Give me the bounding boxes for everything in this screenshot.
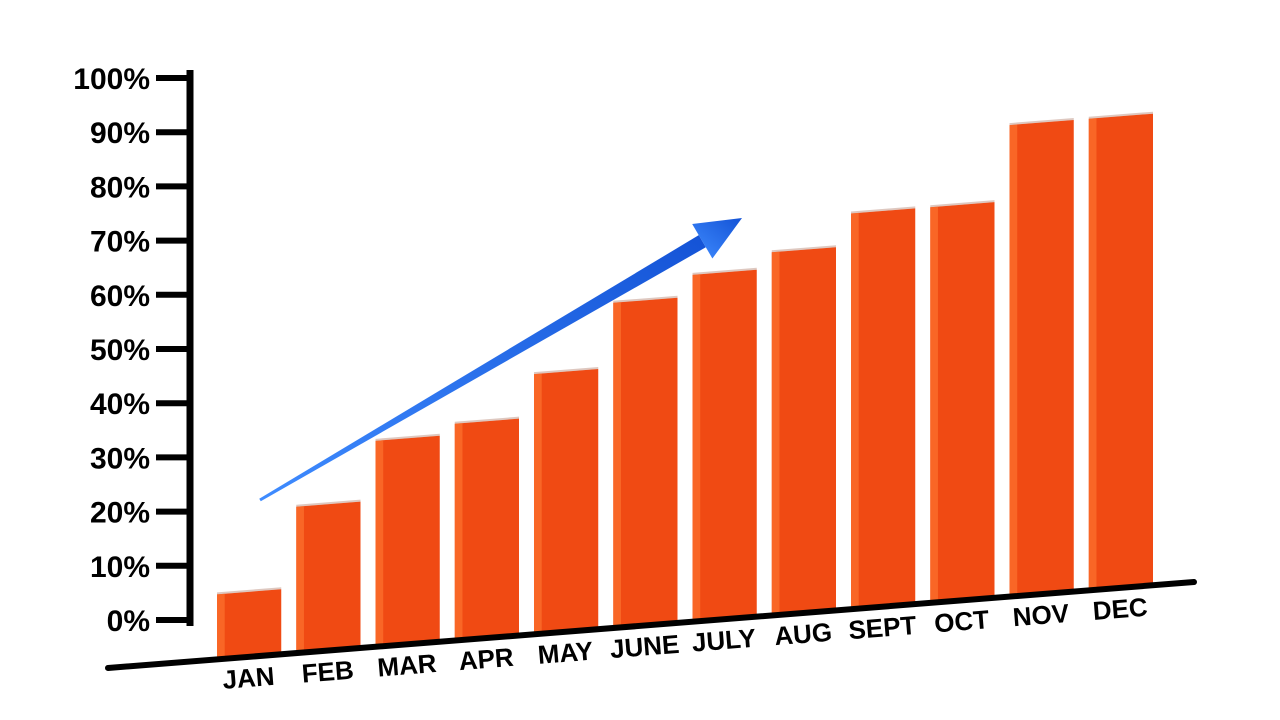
bar — [296, 502, 360, 653]
x-tick-label: FEB — [301, 655, 355, 689]
monthly-bar-chart: JANFEBMARAPRMAYJUNEJULYAUGSEPTOCTNOVDEC … — [0, 0, 1280, 720]
x-tick-label: MAR — [376, 648, 438, 683]
y-axis — [156, 70, 190, 626]
bar — [376, 436, 440, 647]
bar — [455, 419, 519, 641]
bar — [693, 270, 757, 622]
x-tick-label: OCT — [933, 604, 990, 638]
x-tick-label: DEC — [1092, 592, 1149, 626]
bar-highlight — [613, 302, 621, 628]
y-tick-label: 60% — [90, 280, 150, 313]
bar-highlight — [534, 373, 542, 634]
y-tick-label: 100% — [73, 63, 150, 96]
y-labels: 0% 10% 20% 30% 40% 50% 60% 70% 80% 90% 100% — [73, 63, 150, 638]
bar — [613, 298, 677, 628]
x-tick-label: AUG — [773, 617, 833, 651]
bar — [851, 208, 915, 609]
bar — [217, 589, 281, 659]
bar-highlight — [851, 213, 859, 609]
bar-highlight — [217, 594, 225, 660]
x-tick-label: SEPT — [847, 610, 917, 645]
x-tick-label: JULY — [691, 623, 757, 658]
y-tick-label: 0% — [107, 605, 150, 638]
x-tick-label: JAN — [221, 661, 275, 695]
y-tick-label: 90% — [90, 117, 150, 150]
bar — [930, 202, 994, 603]
bar-highlight — [455, 423, 463, 640]
y-tick-label: 80% — [90, 171, 150, 204]
bar-highlight — [376, 440, 384, 647]
bar-highlight — [930, 207, 938, 603]
y-tick-label: 30% — [90, 442, 150, 475]
x-tick-label: MAY — [537, 636, 595, 670]
bars-group — [217, 112, 1153, 660]
bar — [534, 369, 598, 634]
x-tick-label: NOV — [1012, 598, 1071, 632]
bar-highlight — [1010, 124, 1018, 596]
bar — [772, 247, 836, 615]
y-tick-label: 40% — [90, 388, 150, 421]
bar-highlight — [772, 252, 780, 616]
y-tick-label: 10% — [90, 551, 150, 584]
bar-highlight — [1089, 118, 1097, 590]
x-tick-label: APR — [458, 642, 515, 676]
y-tick-label: 70% — [90, 226, 150, 259]
bar — [1010, 120, 1074, 597]
bar-highlight — [296, 506, 304, 653]
y-tick-label: 50% — [90, 334, 150, 367]
y-tick-label: 20% — [90, 497, 150, 530]
bar — [1089, 114, 1153, 591]
x-tick-label: JUNE — [609, 629, 681, 664]
bar-highlight — [693, 274, 701, 621]
